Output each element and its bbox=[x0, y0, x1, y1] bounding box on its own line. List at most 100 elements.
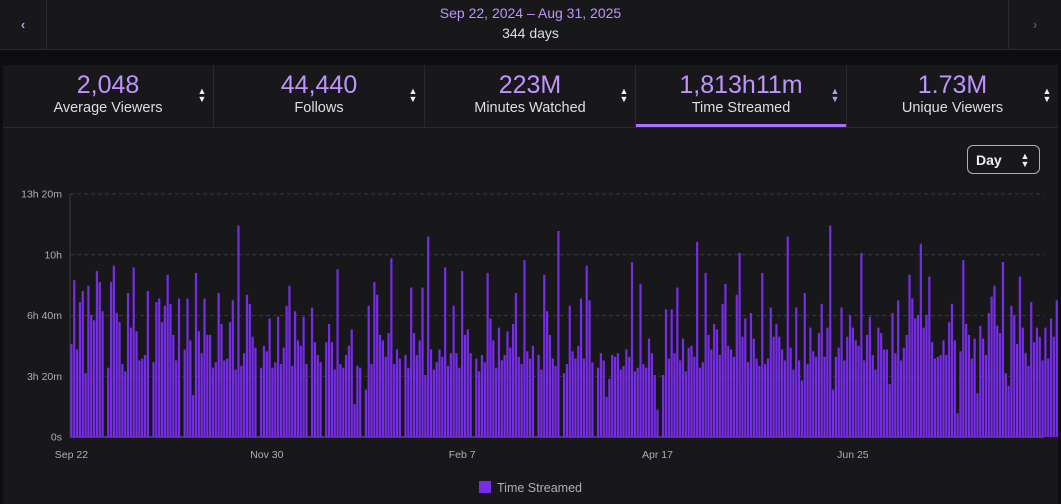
bar[interactable] bbox=[288, 285, 291, 437]
bar[interactable] bbox=[817, 333, 821, 437]
bar[interactable] bbox=[497, 327, 501, 437]
bar[interactable] bbox=[483, 362, 486, 437]
bar[interactable] bbox=[410, 287, 413, 437]
bar[interactable] bbox=[857, 345, 860, 437]
bar[interactable] bbox=[1055, 300, 1058, 437]
bar[interactable] bbox=[415, 354, 418, 437]
bar[interactable] bbox=[458, 367, 461, 437]
bar[interactable] bbox=[129, 327, 132, 437]
bar[interactable] bbox=[1052, 336, 1056, 437]
bar[interactable] bbox=[461, 271, 464, 437]
bar[interactable] bbox=[611, 354, 614, 437]
bar[interactable] bbox=[962, 260, 965, 437]
bar[interactable] bbox=[1004, 373, 1007, 437]
bar[interactable] bbox=[630, 262, 634, 437]
bar[interactable] bbox=[843, 360, 846, 437]
bar[interactable] bbox=[662, 375, 665, 437]
bar[interactable] bbox=[404, 354, 407, 437]
bar[interactable] bbox=[279, 364, 283, 437]
bar[interactable] bbox=[211, 367, 215, 437]
bar[interactable] bbox=[916, 314, 920, 437]
bar[interactable] bbox=[880, 333, 883, 437]
bar[interactable] bbox=[795, 307, 798, 437]
bar[interactable] bbox=[427, 236, 430, 437]
bar[interactable] bbox=[175, 360, 178, 437]
bar[interactable] bbox=[809, 327, 812, 437]
bar[interactable] bbox=[645, 367, 648, 437]
bar[interactable] bbox=[138, 360, 141, 437]
bar[interactable] bbox=[557, 231, 560, 437]
bar[interactable] bbox=[622, 365, 625, 437]
bar[interactable] bbox=[831, 389, 835, 437]
bar[interactable] bbox=[469, 353, 472, 437]
bar[interactable] bbox=[543, 274, 546, 437]
bar[interactable] bbox=[548, 334, 552, 437]
bar[interactable] bbox=[160, 322, 164, 437]
bar[interactable] bbox=[987, 313, 990, 437]
bar[interactable] bbox=[982, 338, 985, 437]
bar[interactable] bbox=[1021, 327, 1024, 437]
bar[interactable] bbox=[684, 371, 687, 437]
bar[interactable] bbox=[84, 373, 87, 437]
bar[interactable] bbox=[891, 313, 894, 437]
bar[interactable] bbox=[1007, 385, 1010, 437]
bar[interactable] bbox=[429, 349, 433, 438]
bar[interactable] bbox=[976, 393, 979, 437]
bar[interactable] bbox=[141, 358, 144, 437]
bar[interactable] bbox=[874, 369, 877, 437]
bar[interactable] bbox=[424, 375, 427, 437]
bar[interactable] bbox=[970, 358, 973, 437]
bar[interactable] bbox=[310, 307, 314, 437]
bar[interactable] bbox=[786, 236, 789, 437]
bar[interactable] bbox=[704, 272, 707, 437]
bar[interactable] bbox=[75, 349, 79, 438]
bar[interactable] bbox=[444, 267, 447, 437]
bar[interactable] bbox=[463, 334, 467, 437]
next-range-button[interactable]: › bbox=[1008, 0, 1061, 49]
bar[interactable] bbox=[237, 225, 240, 437]
bar[interactable] bbox=[514, 292, 518, 437]
bar[interactable] bbox=[939, 354, 942, 437]
bar[interactable] bbox=[834, 356, 837, 437]
bar[interactable] bbox=[254, 347, 257, 437]
bar[interactable] bbox=[956, 413, 959, 437]
bar[interactable] bbox=[344, 354, 348, 437]
bar[interactable] bbox=[305, 364, 308, 437]
bar[interactable] bbox=[452, 305, 455, 437]
bar[interactable] bbox=[378, 334, 382, 437]
bar[interactable] bbox=[591, 362, 594, 437]
bar[interactable] bbox=[1044, 327, 1047, 437]
bar[interactable] bbox=[359, 367, 362, 437]
bar[interactable] bbox=[829, 225, 832, 437]
bar[interactable] bbox=[789, 347, 792, 437]
bar[interactable] bbox=[800, 380, 804, 437]
bar[interactable] bbox=[758, 365, 761, 437]
bar[interactable] bbox=[143, 354, 147, 437]
bar[interactable] bbox=[599, 353, 602, 437]
sort-icon[interactable]: ▲ ▼ bbox=[408, 86, 418, 104]
previous-range-button[interactable]: ‹ bbox=[0, 0, 47, 49]
bar[interactable] bbox=[115, 313, 118, 437]
bar[interactable] bbox=[432, 369, 435, 437]
bar[interactable] bbox=[537, 354, 540, 437]
bar[interactable] bbox=[681, 338, 685, 437]
bar[interactable] bbox=[894, 353, 897, 437]
bar[interactable] bbox=[189, 340, 192, 437]
bar[interactable] bbox=[364, 389, 367, 437]
bar[interactable] bbox=[897, 300, 900, 437]
tab-average-viewers[interactable]: 2,048 Average Viewers ▲ ▼ bbox=[3, 65, 214, 127]
bar[interactable] bbox=[865, 334, 869, 437]
bar[interactable] bbox=[965, 323, 968, 437]
bar[interactable] bbox=[769, 307, 772, 437]
bar[interactable] bbox=[848, 314, 852, 437]
bar[interactable] bbox=[540, 369, 543, 437]
bar[interactable] bbox=[101, 311, 104, 437]
bar[interactable] bbox=[967, 334, 971, 437]
bar[interactable] bbox=[109, 282, 113, 437]
bar[interactable] bbox=[234, 369, 237, 437]
bar[interactable] bbox=[984, 354, 988, 437]
bar[interactable] bbox=[936, 356, 939, 437]
bar[interactable] bbox=[713, 323, 716, 437]
bar[interactable] bbox=[520, 364, 523, 437]
bar[interactable] bbox=[118, 322, 121, 437]
